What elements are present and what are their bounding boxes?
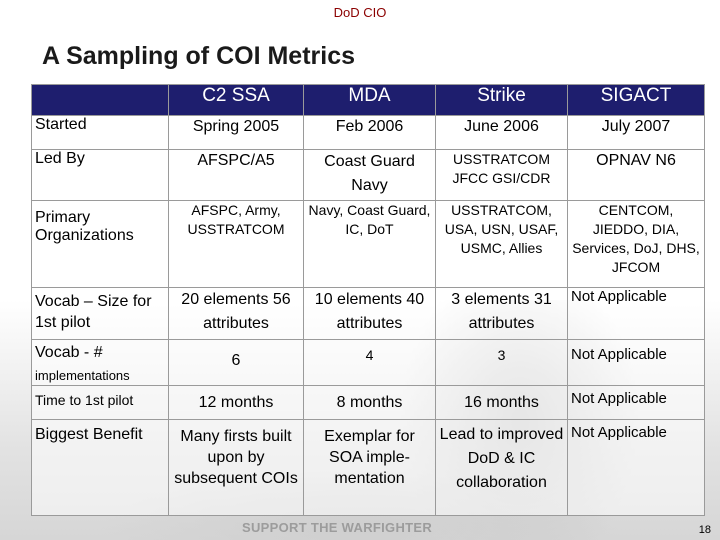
table-cell: 12 months bbox=[168, 385, 304, 420]
table-cell: 3 bbox=[435, 339, 568, 386]
table-cell: Feb 2006 bbox=[303, 115, 436, 150]
table-cell: Spring 2005 bbox=[168, 115, 304, 150]
row-sublabel: implementations bbox=[35, 368, 130, 383]
header-corner bbox=[31, 84, 169, 116]
table-cell: CENTCOM, JIEDDO, DIA, Services, DoJ, DHS… bbox=[567, 200, 705, 288]
row-label: Started bbox=[31, 115, 169, 150]
table-cell: Navy, Coast Guard, IC, DoT bbox=[303, 200, 436, 288]
table-cell: Exemplar for SOA imple-mentation bbox=[303, 419, 436, 516]
table-row: Biggest Benefit Many firsts built upon b… bbox=[31, 419, 705, 516]
column-header: Strike bbox=[435, 84, 568, 116]
table-cell: 6 bbox=[168, 339, 304, 386]
row-label: Time to 1st pilot bbox=[31, 385, 169, 420]
table-row: Vocab - # implementations 6 4 3 Not Appli… bbox=[31, 339, 705, 386]
table-row: Led By AFSPC/A5 Coast Guard Navy USSTRAT… bbox=[31, 149, 705, 201]
table-cell: USSTRATCOM JFCC GSI/CDR bbox=[435, 149, 568, 201]
table-cell: Not Applicable bbox=[567, 287, 705, 340]
table-cell: 20 elements 56 attributes bbox=[168, 287, 304, 340]
table-cell: 4 bbox=[303, 339, 436, 386]
column-header: C2 SSA bbox=[168, 84, 304, 116]
table-cell: Not Applicable bbox=[567, 339, 705, 386]
table-cell: AFSPC/A5 bbox=[168, 149, 304, 201]
table-cell: Not Applicable bbox=[567, 419, 705, 516]
page-number: 18 bbox=[698, 524, 711, 536]
footer-slogan: SUPPORT THE WARFIGHTER bbox=[242, 520, 433, 535]
row-label: Led By bbox=[31, 149, 169, 201]
table-cell: OPNAV N6 bbox=[567, 149, 705, 201]
column-header: MDA bbox=[303, 84, 436, 116]
table-cell: June 2006 bbox=[435, 115, 568, 150]
metrics-table: C2 SSA MDA Strike SIGACT Started Spring … bbox=[31, 84, 705, 516]
table-cell: 8 months bbox=[303, 385, 436, 420]
table-row: Vocab – Size for 1st pilot 20 elements 5… bbox=[31, 287, 705, 340]
table-row: Time to 1st pilot 12 months 8 months 16 … bbox=[31, 385, 705, 420]
table-row: Started Spring 2005 Feb 2006 June 2006 J… bbox=[31, 115, 705, 150]
table-cell: 10 elements 40 attributes bbox=[303, 287, 436, 340]
table-cell: 16 months bbox=[435, 385, 568, 420]
table-row: Primary Organizations AFSPC, Army, USSTR… bbox=[31, 200, 705, 288]
table-cell: Lead to improved DoD & IC collaboration bbox=[435, 419, 568, 516]
table-cell: Not Applicable bbox=[567, 385, 705, 420]
table-cell: Many firsts built upon by subsequent COI… bbox=[168, 419, 304, 516]
table-cell: USSTRATCOM, USA, USN, USAF, USMC, Allies bbox=[435, 200, 568, 288]
column-header: SIGACT bbox=[567, 84, 705, 116]
row-label: Vocab – Size for 1st pilot bbox=[31, 287, 169, 340]
table-header-row: C2 SSA MDA Strike SIGACT bbox=[31, 84, 705, 116]
table-cell: AFSPC, Army, USSTRATCOM bbox=[168, 200, 304, 288]
row-label: Biggest Benefit bbox=[31, 419, 169, 516]
table-cell: July 2007 bbox=[567, 115, 705, 150]
table-cell: 3 elements 31 attributes bbox=[435, 287, 568, 340]
row-label: Primary Organizations bbox=[31, 200, 169, 288]
table-cell: Coast Guard Navy bbox=[303, 149, 436, 201]
header-org: DoD CIO bbox=[333, 5, 387, 20]
row-label: Vocab - # implementations bbox=[31, 339, 169, 386]
page-title: A Sampling of COI Metrics bbox=[42, 42, 356, 70]
